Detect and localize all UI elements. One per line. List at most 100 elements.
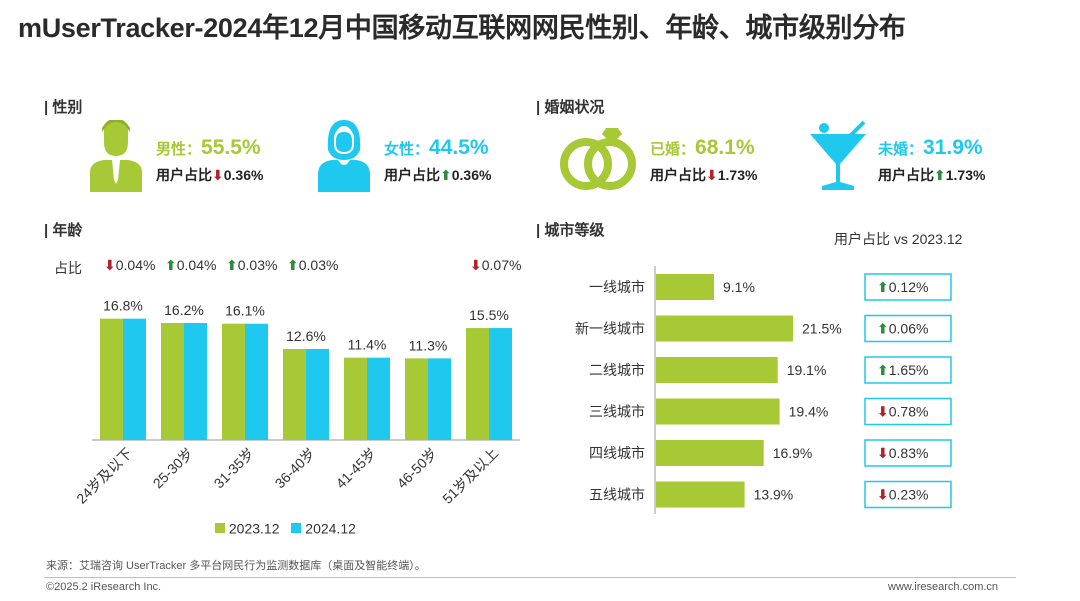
female-ratio: 女性：44.5% [384,136,489,160]
age-tick-label: 46-50岁 [394,445,441,492]
arrow-up-icon: ⬆ [440,167,452,183]
footer-website: www.iresearch.com.cn [888,581,999,593]
age-tick-label: 31-35岁 [211,445,258,492]
arrow-up-icon: ⬆ [287,257,299,273]
unmarried-label: 未婚： [878,141,924,158]
legend-swatch-2023 [215,523,225,534]
age-change-value: 0.07% [482,257,522,273]
city-tick-label: 三线城市 [589,404,645,420]
arrow-down-icon: ⬇ [706,167,718,183]
wedding-rings-icon [560,128,636,190]
age-change-value: 0.03% [238,257,278,273]
female-label: 女性： [384,141,430,158]
female-person-icon [318,120,370,192]
city-change-box [864,273,952,301]
female-change-value: 0.36% [451,167,492,183]
married-ratio: 已婚：68.1% [650,136,755,160]
city-change-text: ⬇0.83% [877,445,928,461]
age-section-title: | 年龄 [44,222,83,239]
city-change-value: 1.65% [889,362,929,378]
city-bar [656,398,780,425]
city-change-value: 0.06% [889,321,929,337]
female-change: 用户占比⬆0.36% [384,165,491,185]
age-bar-chart: 16.8%24岁及以下⬇0.04%16.2%25-30岁⬆0.04%16.1%3… [73,257,521,507]
city-change-value: 0.83% [889,445,929,461]
arrow-down-icon: ⬇ [212,167,224,183]
city-compare-label: 用户占比 vs 2023.12 [834,231,963,247]
city-tick-label: 一线城市 [589,279,645,295]
age-data-label: 11.3% [409,337,448,353]
age-change-text: ⬆0.03% [226,257,277,273]
cocktail-glass-icon [810,120,866,190]
male-value: 55.5% [201,136,261,159]
arrow-up-icon: ⬆ [165,257,177,273]
city-data-label: 16.9% [773,445,813,461]
page-title: mUserTracker-2024年12月中国移动互联网网民性别、年龄、城市级别… [18,13,906,43]
age-data-label: 16.2% [164,302,204,318]
age-legend: 2023.12 2024.12 [215,519,356,536]
city-section-title: | 城市等级 [536,222,605,239]
age-bar-2023 [405,358,428,440]
arrow-down-icon: ⬇ [877,487,889,503]
city-data-label: 19.1% [787,362,827,378]
age-bar-2024 [123,318,146,440]
city-bar [656,440,764,466]
married-change: 用户占比⬇1.73% [650,165,757,185]
city-change-box [864,397,952,426]
age-bar-2023 [466,328,489,440]
male-person-icon [90,120,142,192]
city-tick-label: 四线城市 [589,445,645,461]
city-bar [656,357,778,383]
male-change: 用户占比⬇0.36% [156,165,263,185]
legend-swatch-2024 [291,523,302,534]
city-bar [656,481,745,508]
city-bar [656,315,793,342]
city-change-box [864,439,952,467]
age-data-label: 16.8% [103,298,143,314]
married-change-prefix: 用户占比 [650,167,706,183]
age-change-text: ⬆0.03% [287,257,338,273]
age-tick-label: 51岁及以上 [439,445,501,507]
male-change-value: 0.36% [223,167,264,183]
city-change-box [864,314,952,343]
city-tick-label: 二线城市 [589,362,645,378]
city-tick-label: 五线城市 [589,487,645,503]
age-bar-2023 [161,323,184,440]
city-data-label: 9.1% [723,279,755,295]
male-ratio: 男性：55.5% [156,136,261,160]
arrow-up-icon: ⬆ [226,257,238,273]
age-change-text: ⬇0.07% [470,257,521,273]
city-change-value: 0.23% [889,487,929,503]
legend-label-2024: 2024.12 [305,520,356,537]
female-value: 44.5% [429,136,489,159]
arrow-down-icon: ⬇ [877,445,889,461]
age-change-value: 0.03% [299,257,339,273]
unmarried-change-value: 1.73% [945,167,986,183]
city-data-label: 13.9% [754,487,794,503]
age-bar-2023 [222,323,245,440]
male-change-prefix: 用户占比 [156,167,212,183]
age-data-label: 12.6% [286,328,326,344]
legend-label-2023: 2023.12 [228,520,280,537]
city-tick-label: 新一线城市 [575,321,645,337]
city-data-label: 21.5% [802,321,842,337]
age-bar-2024 [184,323,207,440]
city-bar [656,274,714,300]
age-bar-2024 [489,328,512,440]
arrow-up-icon: ⬆ [877,279,889,295]
city-change-box [864,480,952,509]
age-change-text: ⬇0.04% [104,257,155,273]
age-data-label: 15.5% [469,307,509,323]
city-change-text: ⬆0.12% [877,279,928,295]
footer-source: 来源：艾瑞咨询 UserTracker 多平台网民行为监测数据库（桌面及智能终端… [46,560,426,572]
city-change-value: 0.78% [889,404,929,420]
arrow-up-icon: ⬆ [877,362,889,378]
city-change-value: 0.12% [889,279,929,295]
arrow-down-icon: ⬇ [877,404,889,420]
age-tick-label: 25-30岁 [150,445,197,492]
unmarried-ratio: 未婚：31.9% [878,136,983,160]
age-tick-label: 36-40岁 [272,445,319,492]
married-change-value: 1.73% [717,167,758,183]
married-label: 已婚： [650,141,696,158]
city-data-label: 19.4% [789,404,829,420]
